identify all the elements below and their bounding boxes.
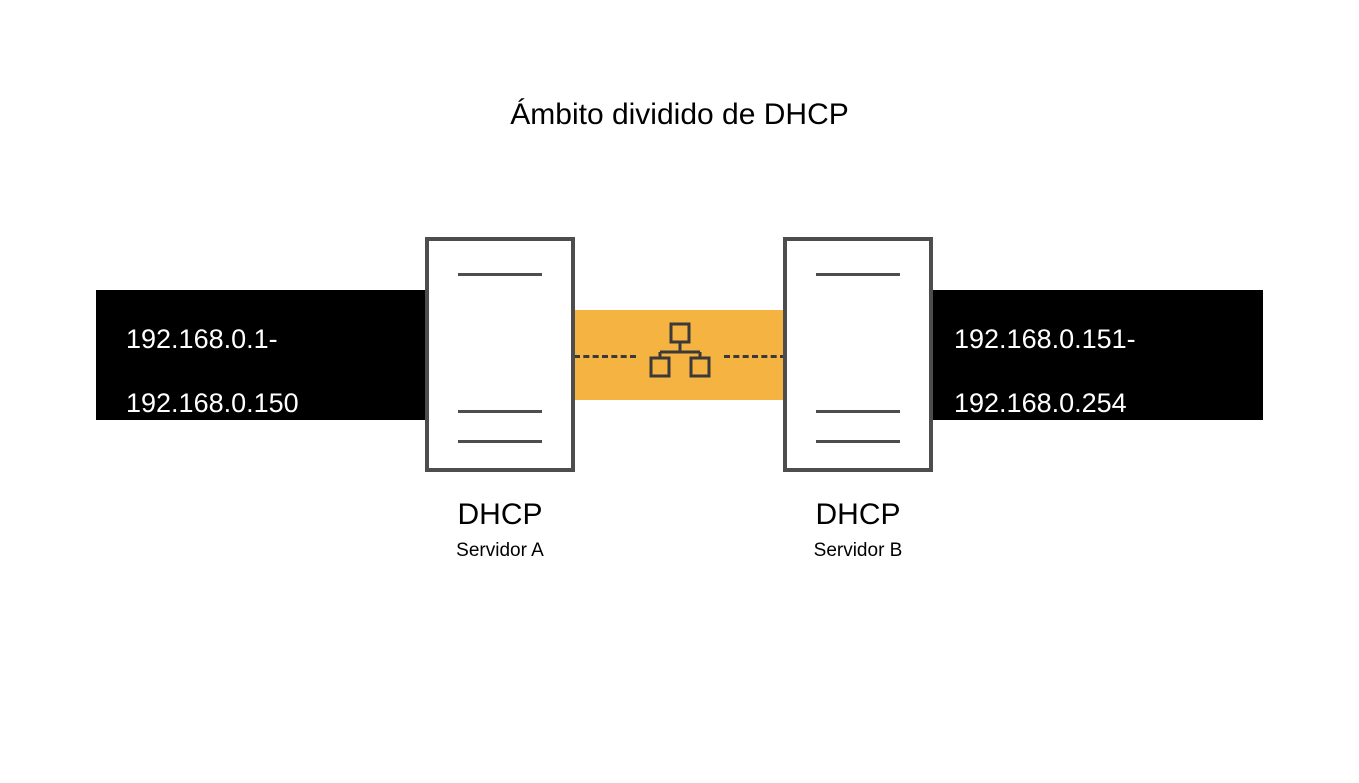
server-inner-line — [458, 440, 542, 443]
server-b-title: DHCP — [783, 498, 933, 532]
server-a-subtitle: Servidor A — [425, 540, 575, 562]
link-dashed-left — [574, 355, 636, 358]
diagram-canvas: Ámbito dividido de DHCP 192.168.0.1- 192… — [0, 0, 1359, 783]
ip-range-left-line1: 192.168.0.1- — [126, 324, 278, 354]
ip-range-right-line2: 192.168.0.254 — [954, 388, 1127, 418]
ip-range-left-bar: 192.168.0.1- 192.168.0.150 — [96, 290, 431, 420]
server-b-box — [783, 237, 933, 472]
ip-range-right-line1: 192.168.0.151- — [954, 324, 1136, 354]
server-a-box — [425, 237, 575, 472]
server-a-title: DHCP — [425, 498, 575, 532]
network-icon — [635, 315, 725, 395]
ip-range-left-line2: 192.168.0.150 — [126, 388, 299, 418]
diagram-title: Ámbito dividido de DHCP — [510, 98, 848, 132]
ip-range-right-text: 192.168.0.151- 192.168.0.254 — [954, 290, 1136, 420]
link-dashed-right — [724, 355, 786, 358]
ip-range-right-bar: 192.168.0.151- 192.168.0.254 — [928, 290, 1263, 420]
server-inner-line — [816, 410, 900, 413]
ip-range-left-text: 192.168.0.1- 192.168.0.150 — [126, 290, 299, 420]
server-inner-line — [816, 440, 900, 443]
server-inner-line — [458, 410, 542, 413]
server-b-subtitle: Servidor B — [783, 540, 933, 562]
server-inner-line — [816, 273, 900, 276]
server-inner-line — [458, 273, 542, 276]
